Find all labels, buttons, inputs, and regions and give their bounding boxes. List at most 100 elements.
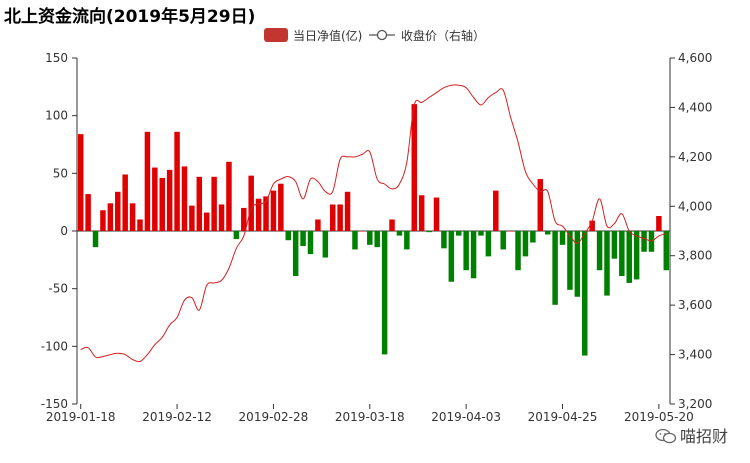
bar: [582, 231, 588, 356]
bar: [307, 231, 314, 255]
bar: [433, 197, 440, 231]
bar: [530, 231, 536, 243]
bar: [85, 194, 91, 231]
bar: [196, 176, 203, 231]
right-tick-label: 3,800: [678, 249, 712, 263]
bar: [329, 204, 336, 231]
x-tick-label: 2019-02-12: [142, 410, 212, 424]
bar: [218, 204, 225, 231]
bar: [322, 231, 329, 258]
bar: [92, 231, 99, 248]
bar: [619, 231, 625, 276]
bar: [641, 231, 647, 252]
bar: [426, 231, 432, 233]
bar: [522, 231, 529, 257]
bar: [233, 231, 240, 240]
x-tick-label: 2019-01-18: [46, 410, 116, 424]
x-tick-label: 2019-04-25: [528, 410, 598, 424]
bar: [278, 183, 284, 231]
left-tick-label: -50: [48, 282, 68, 296]
bar: [656, 216, 662, 231]
bar: [100, 210, 106, 231]
bar: [441, 231, 447, 249]
bar: [559, 231, 566, 245]
x-tick-label: 2019-05-20: [624, 410, 694, 424]
bar: [404, 231, 410, 250]
right-tick-label: 4,600: [678, 51, 712, 65]
bar: [374, 231, 380, 248]
right-tick-label: 3,600: [678, 298, 712, 312]
bar: [226, 161, 232, 231]
bar: [552, 231, 558, 305]
right-tick-label: 3,200: [678, 397, 712, 411]
bar: [604, 231, 610, 296]
wechat-icon: [655, 428, 677, 444]
watermark: 喵招财: [655, 423, 728, 447]
bar: [537, 179, 544, 231]
left-tick-label: 0: [60, 224, 68, 238]
bar: [626, 231, 632, 283]
bar: [396, 231, 403, 236]
bar: [448, 231, 455, 282]
bar: [478, 231, 484, 236]
bar: [211, 176, 217, 231]
left-tick-label: -100: [41, 339, 68, 353]
left-tick-label: 50: [53, 166, 68, 180]
bar: [77, 134, 84, 231]
bar: [389, 219, 395, 231]
bar: [418, 195, 425, 231]
bar: [574, 231, 581, 297]
bar: [115, 191, 121, 231]
right-tick-label: 3,400: [678, 348, 712, 362]
bar: [463, 231, 469, 271]
bar: [241, 207, 247, 231]
bar: [456, 231, 462, 236]
bar: [181, 166, 188, 231]
axes: 150 100 50 0 -50 -100 -150 4,600 4,400 4,200 4,000…: [41, 51, 713, 424]
bar: [263, 196, 269, 231]
right-tick-label: 4,200: [678, 150, 712, 164]
legend[interactable]: 当日净值(亿) 收盘价（右轴）: [264, 28, 485, 43]
bar: [129, 203, 136, 231]
bar: [359, 231, 366, 232]
bar: [174, 131, 180, 231]
legend-bar-label[interactable]: 当日净值(亿): [293, 28, 362, 43]
bar: [144, 131, 151, 231]
legend-bar-swatch[interactable]: [264, 28, 288, 42]
watermark-text: 喵招财: [679, 427, 728, 446]
close-line: [80, 84, 667, 363]
bar: [515, 231, 521, 271]
left-tick-label: -150: [41, 397, 68, 411]
bar: [122, 174, 128, 231]
bar: [663, 231, 670, 271]
bar: [166, 169, 173, 231]
bar: [381, 231, 388, 355]
right-tick-label: 4,000: [678, 199, 712, 213]
bar: [292, 231, 299, 276]
bar: [344, 191, 351, 231]
right-tick-label: 4,400: [678, 100, 712, 114]
bar: [189, 205, 195, 231]
legend-line-label[interactable]: 收盘价（右轴）: [401, 28, 485, 43]
bar: [300, 231, 306, 246]
bar: [152, 167, 158, 231]
bar: [248, 175, 254, 231]
bar: [107, 203, 114, 231]
x-tick-label: 2019-03-18: [335, 410, 405, 424]
legend-line-swatch[interactable]: [369, 29, 395, 41]
bar: [589, 220, 595, 231]
bar: [159, 177, 165, 231]
bar: [500, 231, 506, 250]
bar: [285, 231, 291, 241]
bar: [352, 231, 358, 250]
bar: [411, 104, 418, 231]
bar: [203, 212, 210, 231]
bar: [507, 231, 514, 232]
bar: [596, 231, 603, 271]
bar: [493, 190, 499, 231]
bar: [633, 231, 640, 280]
bar: [270, 190, 277, 231]
chart-title: 北上资金流向(2019年5月29日): [4, 7, 256, 27]
bar: [315, 219, 321, 231]
